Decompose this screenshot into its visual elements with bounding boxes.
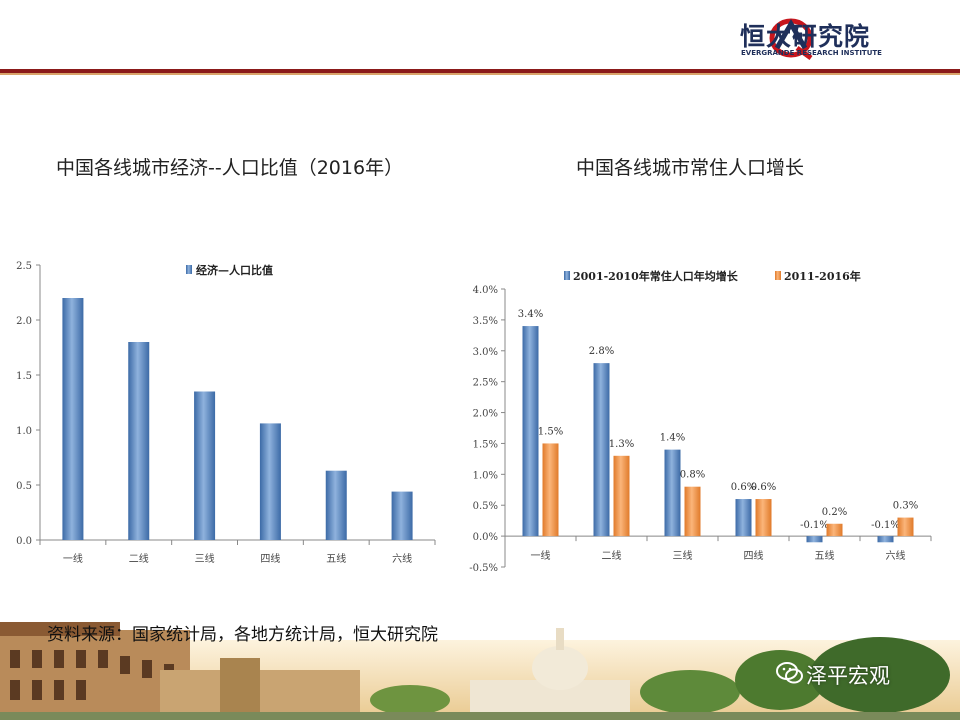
wechat-icon	[776, 662, 803, 684]
resident-population-growth-chart: -0.5% 0.0% 0.5% 1.0% 1.5% 2.0% 2.5% 3.0% 3.5% 4.0…	[469, 269, 932, 574]
bar-三线	[194, 391, 216, 540]
data-label: 0.8%	[680, 470, 705, 481]
y-tick-label: 4.0%	[473, 285, 498, 296]
bar-s1-六线	[877, 536, 894, 543]
bar-一线	[62, 298, 84, 540]
x-tick-label: 四线	[744, 549, 764, 562]
data-label: 2.8%	[589, 346, 614, 357]
legend-swatch	[186, 265, 192, 274]
bar-s2-四线	[755, 499, 772, 537]
bar-六线	[391, 491, 413, 540]
bar-s2-一线	[542, 443, 559, 537]
y-tick-label: 1.5%	[473, 439, 498, 450]
legend-label-1: 2001-2010年常住人口年均增长	[573, 269, 739, 283]
legend-label: 经济—人口比值	[196, 263, 273, 277]
data-label: -0.1%	[800, 520, 829, 531]
legend-swatch-2	[775, 271, 781, 280]
data-label: 1.4%	[660, 433, 685, 444]
left-chart-title: 中国各线城市经济--人口比值（2016年）	[56, 157, 404, 179]
y-tick-label: 2.5	[16, 261, 32, 272]
bar-s2-三线	[684, 486, 701, 537]
data-label: 3.4%	[518, 309, 543, 320]
x-tick-label: 五线	[326, 552, 346, 565]
y-tick-label: 3.5%	[473, 316, 498, 327]
legend-swatch-1	[564, 271, 570, 280]
right-chart-title: 中国各线城市常住人口增长	[576, 157, 805, 179]
y-tick-label: 2.0	[16, 316, 32, 327]
x-tick-label: 二线	[602, 549, 622, 562]
bar-四线	[259, 423, 281, 540]
data-label: 0.3%	[893, 501, 918, 512]
bar-二线	[128, 342, 150, 540]
bar-五线	[325, 470, 347, 540]
legend-label-2: 2011-2016年	[784, 269, 861, 283]
x-tick-label: 六线	[392, 552, 412, 565]
x-tick-label: 二线	[129, 552, 149, 565]
data-label: 0.6%	[731, 482, 756, 493]
y-tick-label: 2.0%	[473, 409, 498, 420]
header-divider	[0, 69, 960, 73]
y-tick-label: 1.0%	[473, 470, 498, 481]
y-tick-label: 3.0%	[473, 347, 498, 358]
x-tick-label: 五线	[815, 549, 835, 562]
bar-s2-六线	[897, 517, 914, 537]
bar-s1-三线	[664, 449, 681, 537]
bar-s1-一线	[522, 326, 539, 537]
bar-s1-二线	[593, 363, 610, 537]
x-tick-label: 一线	[531, 549, 551, 562]
y-tick-label: 2.5%	[473, 378, 498, 389]
bar-s2-五线	[826, 523, 843, 537]
y-tick-label: -0.5%	[469, 563, 498, 574]
x-tick-label: 一线	[63, 552, 83, 565]
logo-text: 恒大研究院	[740, 22, 871, 51]
y-tick-label: 0.5%	[473, 501, 498, 512]
logo-subtitle: EVERGRANDE RESEARCH INSTITUTE	[741, 49, 882, 57]
y-tick-label: 1.0	[16, 426, 32, 437]
x-tick-label: 三线	[195, 552, 215, 565]
y-tick-label: 0.0%	[473, 532, 498, 543]
data-label: 1.3%	[609, 439, 634, 450]
bar-s1-五线	[806, 536, 823, 543]
source-note: 资料来源：国家统计局，各地方统计局，恒大研究院	[47, 625, 438, 645]
y-tick-label: 0.5	[16, 481, 32, 492]
economy-population-ratio-chart: 0.0 0.5 1.0 1.5 2.0 2.5 一线 二线 三线 四线 五线 六线 经济—人口比值	[16, 261, 436, 565]
bar-s2-二线	[613, 455, 630, 537]
y-tick-label: 0.0	[16, 536, 32, 547]
watermark-text: 泽平宏观	[806, 664, 890, 688]
header-divider-accent	[0, 73, 960, 75]
data-label: 1.5%	[538, 426, 563, 437]
y-tick-label: 1.5	[16, 371, 32, 382]
x-tick-label: 三线	[673, 549, 693, 562]
data-label: -0.1%	[871, 520, 900, 531]
x-tick-label: 四线	[260, 552, 280, 565]
data-label: 0.2%	[822, 507, 847, 518]
data-label: 0.6%	[751, 482, 776, 493]
evergrande-logo-icon	[769, 18, 813, 61]
bar-s1-四线	[735, 499, 752, 537]
x-tick-label: 六线	[886, 549, 906, 562]
